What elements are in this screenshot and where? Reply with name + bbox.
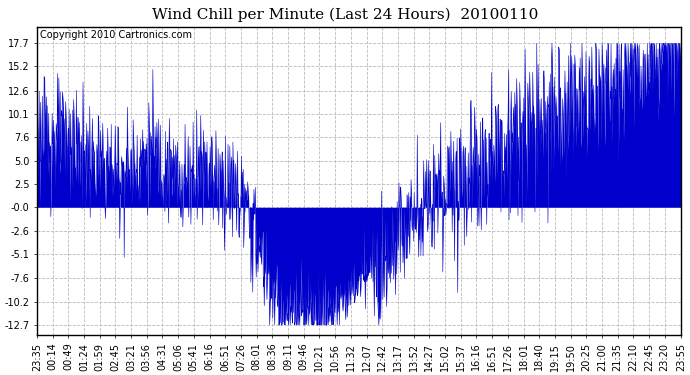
Text: Wind Chill per Minute (Last 24 Hours)  20100110: Wind Chill per Minute (Last 24 Hours) 20…	[152, 8, 538, 22]
Text: Copyright 2010 Cartronics.com: Copyright 2010 Cartronics.com	[40, 30, 192, 40]
